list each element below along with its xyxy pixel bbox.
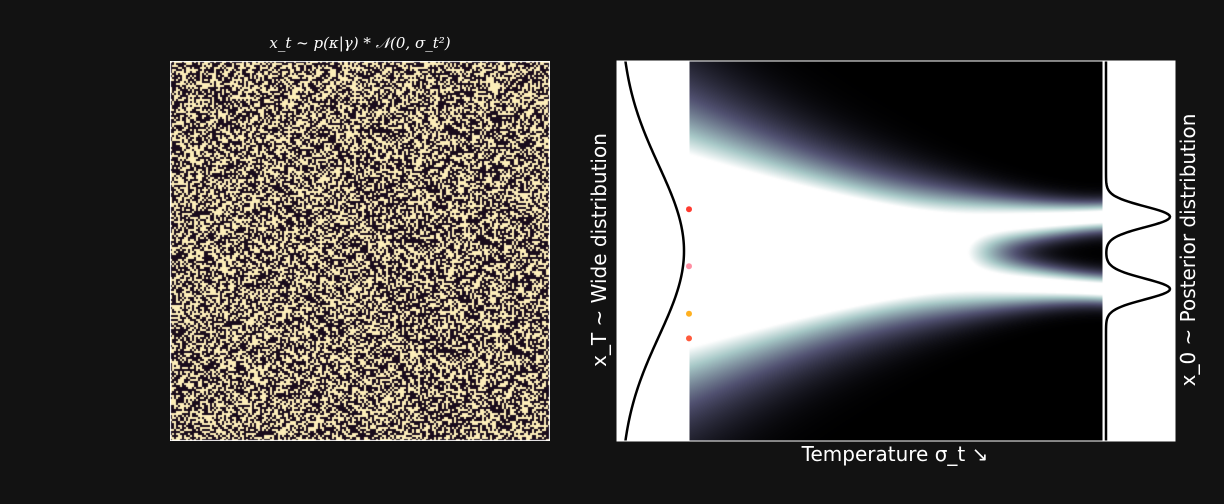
noise-image: [170, 61, 550, 441]
heatmap: [689, 61, 1103, 441]
left-panel-title: x_t ~ p(κ|γ) * 𝒩(0, σ_t²): [170, 34, 550, 52]
y-axis-label-left-text: x_T ~ Wide distribution: [587, 133, 611, 367]
posterior-distribution-panel: [1102, 60, 1176, 442]
x-axis-label-text: Temperature σ_t ↘: [801, 442, 989, 466]
sample-marker-4: [686, 335, 692, 342]
sample-marker-1: [686, 206, 692, 213]
x-axis-label: Temperature σ_t ↘: [760, 442, 1030, 466]
wide-distribution-curve: [624, 60, 686, 442]
diffusion-chart: [616, 60, 1176, 442]
y-axis-label-left: x_T ~ Wide distribution: [587, 133, 611, 367]
left-panel-title-text: x_t ~ p(κ|γ) * 𝒩(0, σ_t²): [269, 34, 451, 52]
y-axis-label-right: x_0 ~ Posterior distribution: [1176, 114, 1200, 387]
posterior-distribution-curve: [1104, 61, 1172, 441]
wide-distribution-panel: [616, 60, 690, 442]
sample-marker-2: [686, 263, 692, 270]
y-axis-label-right-text: x_0 ~ Posterior distribution: [1176, 113, 1200, 387]
chart-frame: [616, 60, 1176, 442]
sample-marker-3: [686, 310, 692, 317]
